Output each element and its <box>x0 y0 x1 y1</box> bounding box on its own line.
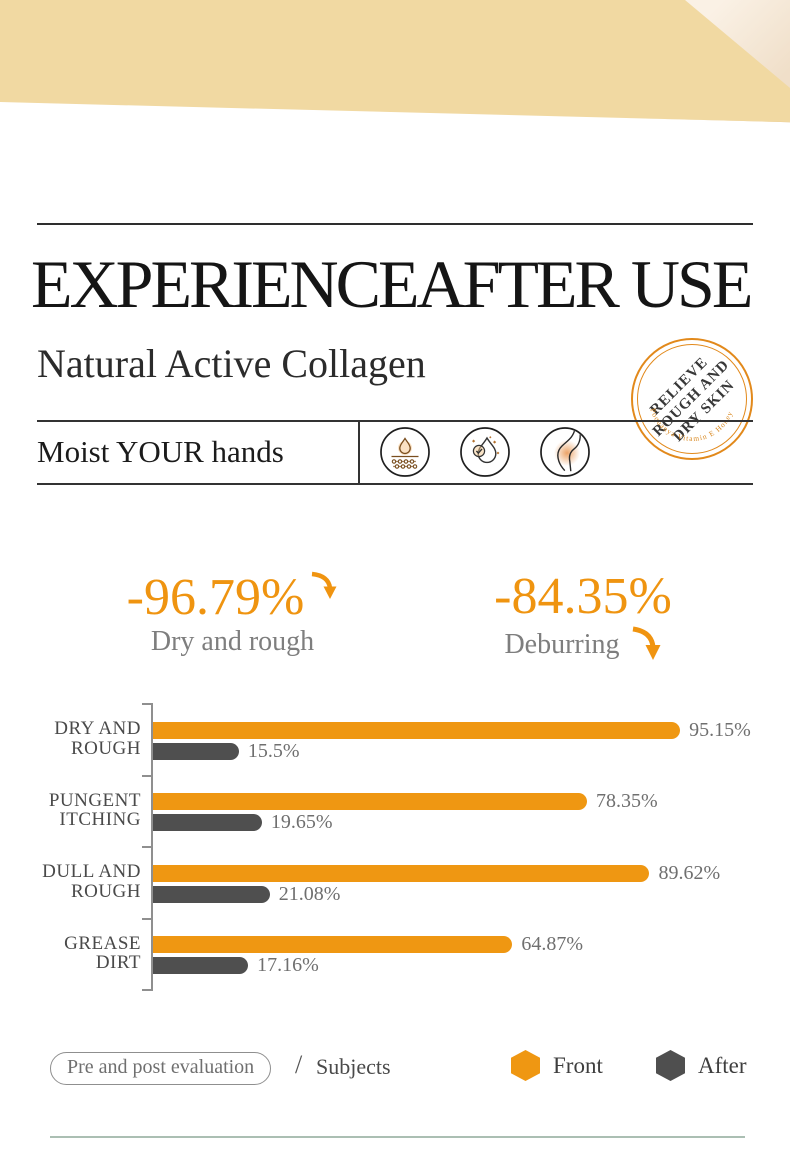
bar-value-label: 17.16% <box>257 954 319 977</box>
feature-icons <box>379 426 591 478</box>
stat-label: Dry and rough <box>150 626 315 657</box>
relief-stamp-badge: RELIEVE ROUGH AND DRY SKIN Poquanya Vita… <box>631 338 753 460</box>
front-bar <box>153 936 513 954</box>
tagline: Moist YOUR hands <box>37 434 284 469</box>
stat-label: Deburring <box>430 625 736 661</box>
chart-footer: Pre and post evaluation / Subjects Front… <box>0 1046 790 1092</box>
after-bar-row: 17.16% <box>153 954 319 977</box>
legend-label: Front <box>553 1052 603 1078</box>
category-label: DRY AND ROUGH <box>54 718 141 759</box>
front-bar-row: 95.15% <box>153 718 751 741</box>
legend-item-front: Front <box>511 1050 603 1081</box>
stat-value: -84.35% <box>494 568 672 625</box>
bar-value-label: 15.5% <box>247 739 300 762</box>
stat-deburring: -84.35% Deburring <box>430 570 736 661</box>
after-bar <box>153 814 262 832</box>
feature-row: Moist YOUR hands <box>37 420 753 485</box>
front-bar <box>153 793 588 811</box>
after-bar-row: 15.5% <box>153 739 300 762</box>
bar-chart: DRY AND ROUGH 95.15% 15.5% PUNGENT ITCHING 78.… <box>0 700 790 1000</box>
droplet-check-icon <box>460 427 510 477</box>
front-bar <box>153 721 681 739</box>
after-bar <box>153 957 249 975</box>
stat-dry-rough: -96.79% Dry and rough <box>60 570 405 658</box>
axis-tick <box>142 774 152 777</box>
axis-tick <box>142 989 152 992</box>
front-bar-row: 78.35% <box>153 790 658 813</box>
page-subtitle: Natural Active Collagen <box>37 341 426 386</box>
bar-value-label: 95.15% <box>689 718 751 741</box>
bar-value-label: 21.08% <box>278 882 341 905</box>
banner-fold-edge <box>394 113 790 123</box>
skin-moisture-icon <box>380 427 430 477</box>
category-label: GREASE DIRT <box>64 932 141 974</box>
category-label: DULL AND ROUGH <box>42 861 141 902</box>
bar-value-label: 78.35% <box>596 790 658 813</box>
stamp-arc-text: Poquanya Vitamin E Honey Body <box>633 340 735 443</box>
hexagon-after-icon <box>656 1050 685 1081</box>
bar-value-label: 64.87% <box>521 933 584 956</box>
axis-tick <box>142 917 152 920</box>
stat-value: -96.79% <box>60 570 405 625</box>
curved-down-arrow-icon <box>632 626 661 660</box>
vertical-divider <box>358 422 360 483</box>
hexagon-front-icon <box>511 1050 540 1081</box>
curved-down-arrow-icon <box>312 571 337 599</box>
after-bar <box>153 742 239 760</box>
legend-item-after: After <box>656 1050 747 1081</box>
front-bar <box>153 864 650 882</box>
axis-tick <box>142 703 152 705</box>
stat-value-text: -96.79% <box>126 569 305 626</box>
stamp-inner-ring <box>637 344 747 454</box>
legend-label: After <box>698 1052 747 1078</box>
after-bar <box>153 885 270 903</box>
bar-value-label: 19.65% <box>270 811 333 834</box>
axis-tick <box>142 846 152 849</box>
evaluation-pill: Pre and post evaluation <box>50 1052 272 1085</box>
top-banner <box>0 0 790 123</box>
separator: / <box>295 1050 303 1079</box>
front-bar-row: 64.87% <box>153 933 584 956</box>
stat-label-text: Deburring <box>504 629 620 660</box>
header-divider <box>37 223 753 225</box>
front-bar-row: 89.62% <box>153 861 721 884</box>
page-title: EXPERIENCEAFTER USE <box>31 246 753 322</box>
after-bar-row: 21.08% <box>153 882 341 905</box>
elbow-soothe-icon <box>540 427 590 477</box>
bar-value-label: 89.62% <box>658 861 721 884</box>
after-bar-row: 19.65% <box>153 811 333 834</box>
chart-axis <box>151 703 153 991</box>
section-divider-line <box>50 1136 745 1138</box>
subjects-label: Subjects <box>316 1054 391 1079</box>
category-label: PUNGENT ITCHING <box>48 789 141 831</box>
